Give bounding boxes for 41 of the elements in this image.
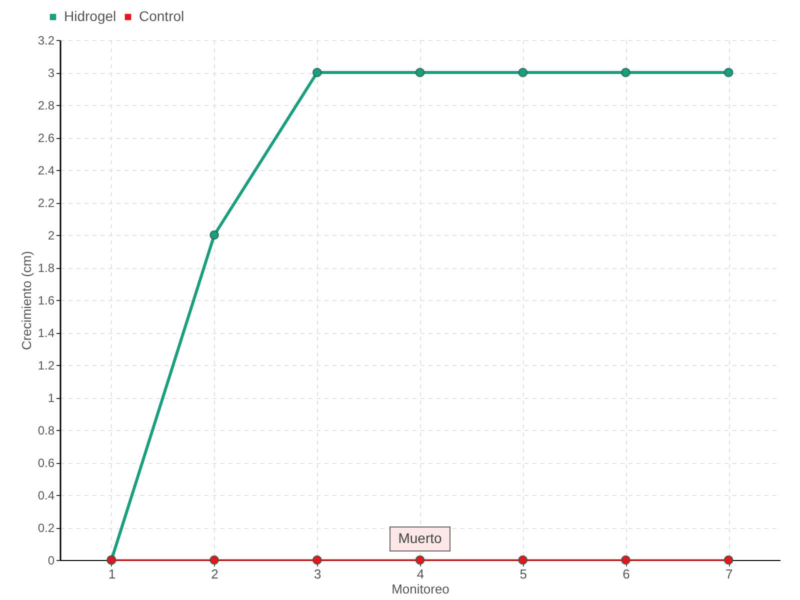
point [210,230,220,240]
x-tick-label: 7 [725,566,733,582]
y-tick-label: 0.8 [38,424,55,438]
point [724,68,734,78]
x-tick-label: 2 [211,566,218,582]
y-tick-label: 1.8 [38,261,55,275]
y-tick-label: 0 [48,554,55,568]
x-axis-title: Monitoreo [392,582,450,596]
y-tick-label: 0.2 [38,521,55,535]
y-tick-label: 2.6 [38,131,55,145]
y-tick-label: 0.4 [38,488,55,502]
y-tick-label: 3.2 [38,34,55,48]
y-tick-label: 3 [48,66,55,80]
y-tick-label: 2.4 [38,164,55,178]
point [518,68,528,78]
y-tick-label: 2.2 [38,196,55,210]
point [312,555,322,565]
legend-label: Hidrogel [64,8,116,24]
point [210,555,220,565]
point [415,68,425,78]
y-tick-label: 0.6 [38,456,55,470]
point [312,68,322,78]
legend-label: Control [139,8,184,24]
y-tick-label: 2 [48,228,55,242]
x-tick-label: 4 [416,566,424,582]
point [518,555,528,565]
y-tick-label: 1.6 [38,294,55,308]
y-tick-label: 1 [48,391,55,405]
x-tick-label: 6 [622,566,630,582]
y-axis-title: Crecimiento (cm) [18,251,34,350]
x-tick-label: 3 [314,566,322,582]
point [620,555,630,565]
y-tick-label: 1.4 [38,326,55,340]
point [415,555,425,565]
x-tick-label: 5 [520,566,527,582]
point [724,555,734,565]
y-tick-label: 1.2 [38,358,55,372]
point [620,68,630,78]
y-tick-label: 2.8 [38,98,55,112]
x-tick-label: 1 [108,566,116,582]
annotation: Muerto [398,530,442,546]
